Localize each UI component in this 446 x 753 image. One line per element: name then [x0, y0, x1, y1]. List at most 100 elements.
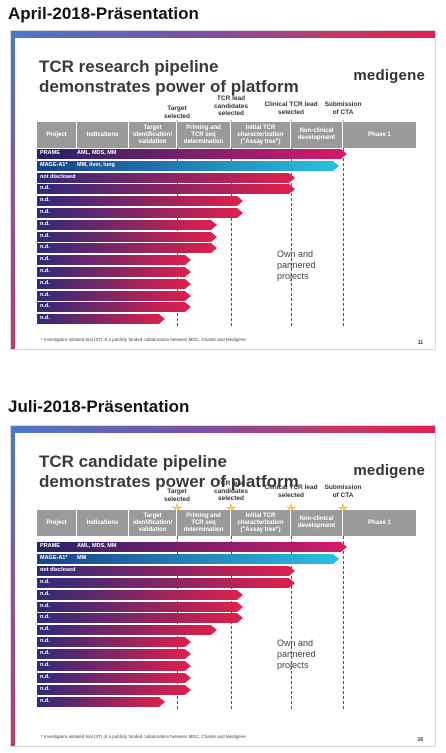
pipeline-row: n.d.	[37, 613, 417, 624]
column-header: Project	[37, 510, 77, 536]
row-project-label: n.d.	[40, 268, 50, 274]
row-project-label: n.d.	[40, 578, 50, 585]
row-project-label: n.d.	[40, 315, 50, 322]
progress-arrow	[37, 278, 191, 289]
row-project-label: n.d.	[40, 662, 50, 668]
pipeline-row: n.d.	[37, 208, 417, 218]
milestone-label: Target selected	[163, 488, 191, 503]
star-icon: ★	[338, 503, 348, 515]
column-header: Indications	[77, 510, 129, 536]
star-icon: ★	[226, 503, 236, 515]
pipeline-row: PRAME AML, MDS, MM	[37, 542, 417, 552]
arrow-shape	[37, 255, 191, 266]
pipeline-row: n.d.	[37, 314, 417, 325]
row-project-label: MAGE-A1*	[40, 554, 68, 561]
milestone-divider-line	[291, 536, 292, 709]
pipeline-row: n.d.	[37, 219, 417, 230]
arrow-shape	[37, 302, 191, 313]
arrow-shape	[37, 696, 165, 707]
pipeline-row: PRAME AML, MDS, MM	[37, 149, 417, 159]
arrow-shape	[37, 278, 191, 289]
progress-arrow	[37, 613, 243, 624]
progress-arrow	[37, 302, 191, 313]
arrow-shape	[37, 553, 340, 564]
row-project-label: n.d.	[40, 602, 50, 609]
own-partnered-label: Own and partnered projects	[277, 249, 316, 281]
progress-arrow	[37, 625, 217, 636]
slide-title-line: demonstrates power of platform	[39, 77, 299, 96]
pipeline-row: n.d.	[37, 577, 417, 588]
row-project-label: n.d.	[40, 650, 50, 657]
progress-arrow	[37, 661, 191, 671]
arrow-shape	[37, 601, 243, 612]
pipeline-row: n.d.	[37, 696, 417, 707]
pipeline-row: not disclosed	[37, 565, 417, 576]
progress-arrow	[37, 243, 217, 254]
slide-title: TCR candidate pipeline demonstrates power…	[39, 452, 299, 492]
progress-arrow	[37, 553, 340, 564]
row-project-label: n.d.	[40, 614, 50, 621]
arrow-shape	[37, 208, 243, 218]
pipeline-row: n.d.	[37, 267, 417, 277]
arrow-shape	[37, 577, 295, 588]
pipeline-row: n.d.	[37, 278, 417, 289]
row-project-label: PRAME	[40, 150, 60, 156]
row-indication-label: AML, MDS, MM	[77, 150, 117, 156]
column-header: Phase 1	[343, 510, 417, 536]
pipeline-row: MAGE-A1* MM, liver, lung	[37, 160, 417, 171]
pipeline-header-row: Project Indications Target identification/v…	[37, 122, 417, 148]
row-project-label: n.d.	[40, 685, 50, 692]
pipeline-row: n.d.	[37, 637, 417, 648]
milestone-label: TCR lead candidates selected	[214, 95, 248, 117]
pipeline-row: n.d.	[37, 184, 417, 195]
column-header: Priming and TCR seq determination	[177, 122, 231, 148]
progress-arrow	[37, 208, 243, 218]
column-header: Initial TCR characterization ("Assay tree"…	[231, 122, 291, 148]
milestone-label: Clinical TCR lead selected	[264, 484, 318, 499]
column-header: Initial TCR characterization ("Assay tree"…	[231, 510, 291, 536]
slide-title-line: TCR research pipeline	[39, 57, 219, 76]
arrow-shape	[37, 589, 243, 600]
progress-arrow	[37, 601, 243, 612]
row-project-label: n.d.	[40, 303, 50, 310]
column-header: Phase 1	[343, 122, 417, 148]
arrow-shape	[37, 196, 243, 207]
progress-arrow	[37, 577, 295, 588]
progress-arrow	[37, 290, 191, 301]
arrow-shape	[37, 637, 191, 648]
arrow-shape	[37, 267, 191, 277]
milestone-label: TCR lead candidates selected	[214, 480, 248, 502]
slide-left-accent-bar	[11, 31, 15, 349]
row-project-label: n.d.	[40, 185, 50, 192]
column-header: Target identification/validation	[129, 122, 177, 148]
column-header: Non-clinical development	[291, 122, 343, 148]
arrow-shape	[37, 231, 217, 242]
row-project-label: PRAME	[40, 543, 60, 549]
slide-title-line: TCR candidate pipeline	[39, 452, 227, 471]
progress-arrow	[37, 172, 295, 183]
progress-arrow	[37, 672, 191, 683]
column-header: Priming and TCR seq determination	[177, 510, 231, 536]
row-project-label: MAGE-A1*	[40, 161, 68, 168]
progress-arrow	[37, 184, 295, 195]
footnote: * Investigator-initiated trial (IIT) of …	[41, 734, 246, 739]
slide-top-gradient-bar	[11, 31, 435, 38]
arrow-shape	[37, 160, 340, 171]
row-project-label: n.d.	[40, 232, 50, 239]
medigene-logo: medigene	[353, 462, 425, 479]
arrow-shape	[37, 172, 295, 183]
milestone-label: Clinical TCR lead selected	[264, 101, 318, 116]
pipeline-row: n.d.	[37, 589, 417, 600]
arrow-shape	[37, 219, 217, 230]
progress-arrow	[37, 684, 191, 695]
pipeline-row: n.d.	[37, 243, 417, 254]
slide-title-line: demonstrates power of platform	[39, 472, 299, 491]
row-project-label: n.d.	[40, 209, 50, 215]
row-project-label: n.d.	[40, 256, 50, 263]
arrow-shape	[37, 542, 347, 552]
row-project-label: n.d.	[40, 590, 50, 597]
arrow-shape	[37, 565, 295, 576]
slide-top-gradient-bar	[11, 426, 435, 433]
pipeline-row: n.d.	[37, 601, 417, 612]
arrow-shape	[37, 649, 191, 660]
